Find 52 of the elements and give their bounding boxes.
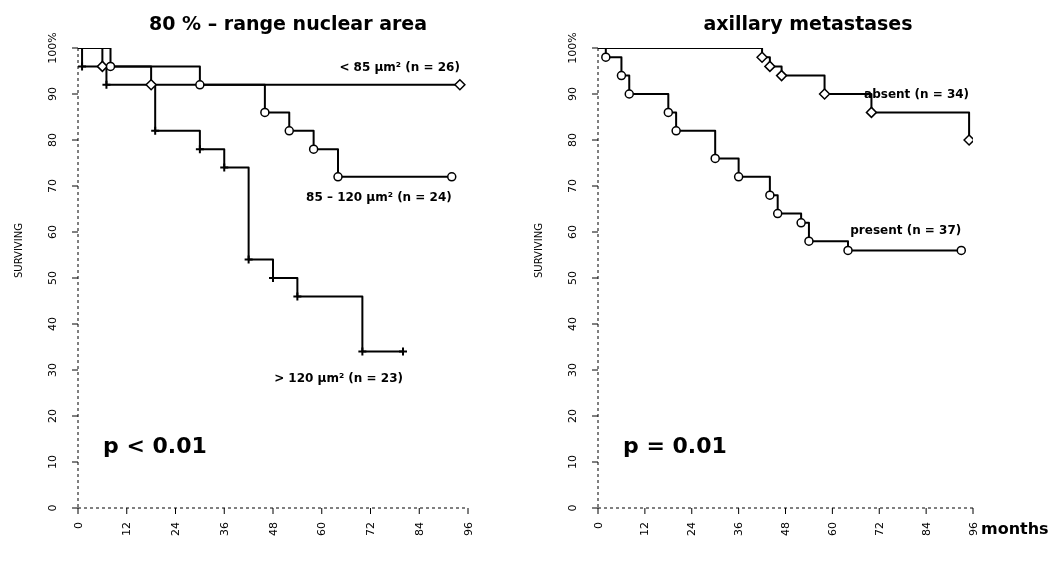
y-tick-label: 70 [46,179,59,193]
y-tick-label: 40 [566,317,579,331]
y-tick-label: 20 [46,409,59,423]
series-label: present (n = 37) [850,223,962,238]
x-tick-label: 96 [966,522,980,536]
y-tick-label: 80 [566,133,579,147]
x-tick-label: 12 [638,522,652,536]
x-tick-label: 96 [461,522,475,536]
x-tick-label: 36 [732,522,746,536]
x-tick-label: 84 [919,522,933,536]
x-tick-label: 24 [685,522,699,536]
y-axis-title: SURVIVING [12,223,24,278]
chart-title: axillary metastases [702,12,914,34]
y-tick-label: 90 [46,87,59,101]
x-tick-label: 0 [71,522,85,529]
series-label: 85 – 120 µm² (n = 24) [306,189,452,204]
y-tick-label: 40 [46,317,59,331]
series-label: absent (n = 34) [864,87,970,101]
y-tick-label: 100% [566,32,579,64]
y-tick-label: 20 [566,409,579,423]
y-tick-label: 60 [566,225,579,239]
x-tick-label: 60 [315,522,329,536]
y-tick-label: 0 [566,504,579,512]
y-tick-label: 100% [46,32,59,64]
x-tick-label: 84 [412,522,426,536]
x-tick-label: 60 [825,522,839,536]
x-tick-label: 24 [169,522,182,536]
y-tick-label: 10 [566,455,579,469]
x-tick-label: 72 [872,522,886,536]
annotation: p < 0.01 [103,433,207,458]
y-tick-label: 50 [566,271,579,285]
chart-title: 80 % – range nuclear area [147,12,429,34]
y-tick-label: 0 [46,504,59,512]
series-label: > 120 µm² (n = 23) [274,370,403,385]
series-label: < 85 µm² (n = 26) [339,59,460,74]
x-tick-label: 48 [779,522,792,536]
y-tick-label: 30 [46,363,59,377]
x-tick-label: 48 [266,522,280,536]
x-tick-label: 12 [120,522,134,536]
annotation: p = 0.01 [623,433,727,458]
x-tick-label: 36 [217,522,231,536]
y-tick-label: 70 [566,179,579,193]
y-tick-label: 60 [46,225,59,239]
x-tick-label: 72 [364,522,377,536]
y-tick-label: 50 [46,271,59,285]
y-tick-label: 10 [46,455,59,469]
x-tick-label: 0 [591,522,605,529]
y-tick-label: 90 [566,87,579,101]
y-axis-title: SURVIVING [532,223,544,278]
y-tick-label: 30 [566,363,579,377]
y-tick-label: 80 [46,133,59,147]
x-axis-title: months [981,518,1049,538]
